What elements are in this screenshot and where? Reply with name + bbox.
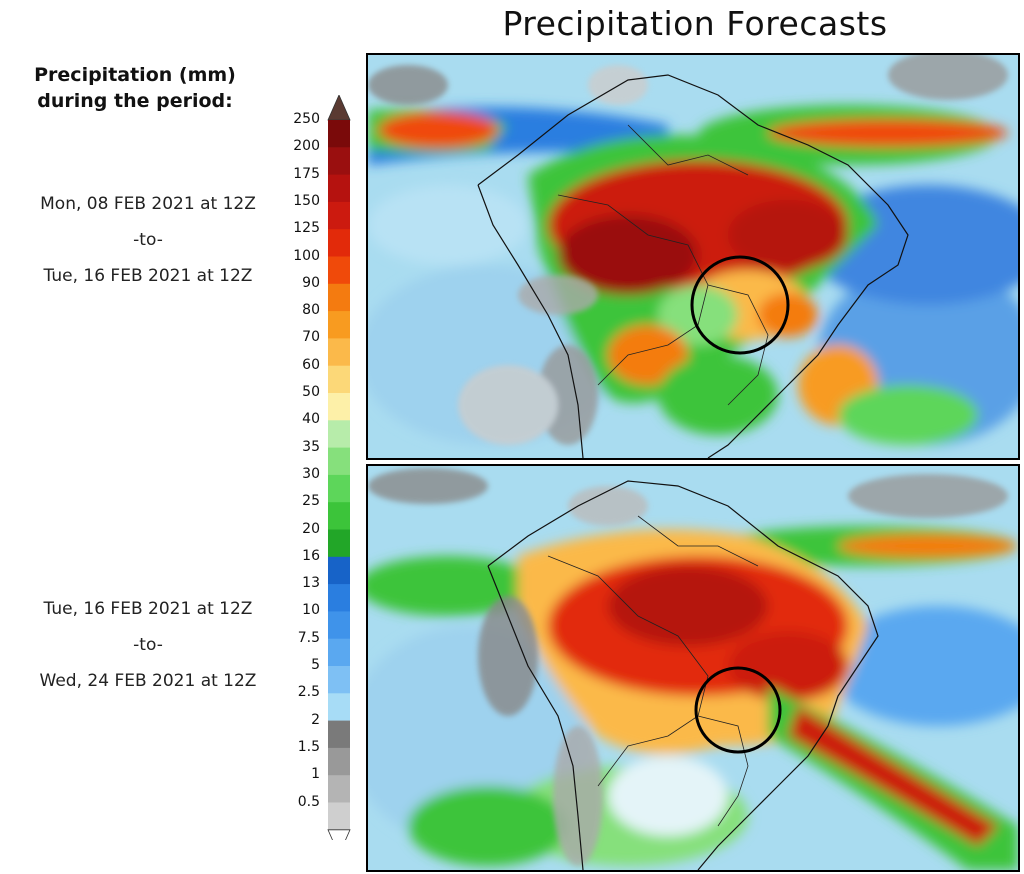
scale-label-5: 125 bbox=[293, 220, 320, 237]
scale-swatch-1 bbox=[328, 120, 350, 148]
scale-swatch-19 bbox=[328, 611, 350, 640]
scale-swatch-11 bbox=[328, 393, 350, 421]
scale-bottom-cap bbox=[327, 829, 351, 840]
period-2-end: Wed, 24 FEB 2021 at 12Z bbox=[39, 671, 257, 691]
period-1-label: Mon, 08 FEB 2021 at 12Z -to- Tue, 16 FEB… bbox=[0, 186, 296, 294]
scale-swatch-23 bbox=[328, 720, 350, 749]
scale-swatch-21 bbox=[328, 666, 350, 694]
scale-swatch-17 bbox=[328, 556, 350, 585]
scale-label-24: 1.5 bbox=[297, 738, 320, 755]
period-2-start: Tue, 16 FEB 2021 at 12Z bbox=[43, 599, 253, 619]
scale-label-16: 20 bbox=[302, 520, 320, 537]
scale-swatch-25 bbox=[328, 775, 350, 803]
scale-swatch-8 bbox=[328, 311, 350, 339]
scale-label-19: 10 bbox=[302, 602, 320, 619]
scale-label-23: 2 bbox=[311, 711, 320, 728]
scale-label-18: 13 bbox=[302, 575, 320, 592]
scale-label-14: 30 bbox=[302, 465, 320, 482]
scale-label-20: 7.5 bbox=[297, 629, 320, 646]
scale-label-21: 5 bbox=[311, 657, 320, 673]
scale-swatch-16 bbox=[328, 529, 350, 558]
scale-label-26: 0.5 bbox=[297, 793, 320, 810]
scale-swatch-5 bbox=[328, 229, 350, 257]
scale-swatch-20 bbox=[328, 638, 350, 667]
scale-swatch-14 bbox=[328, 474, 350, 503]
scale-label-3: 175 bbox=[293, 165, 320, 182]
legend-title-line2: during the period: bbox=[37, 90, 233, 112]
scale-label-9: 70 bbox=[302, 329, 320, 346]
scale-swatch-22 bbox=[328, 693, 350, 722]
period-2-label: Tue, 16 FEB 2021 at 12Z -to- Wed, 24 FEB… bbox=[0, 591, 296, 699]
scale-top-cap bbox=[327, 95, 351, 121]
scale-label-7: 90 bbox=[302, 274, 320, 291]
scale-swatch-4 bbox=[328, 201, 350, 230]
scale-swatch-15 bbox=[328, 502, 350, 530]
scale-label-17: 16 bbox=[302, 547, 320, 564]
scale-label-10: 60 bbox=[302, 356, 320, 373]
scale-label-22: 2.5 bbox=[297, 684, 320, 701]
scale-label-6: 100 bbox=[293, 247, 320, 264]
scale-label-12: 40 bbox=[302, 411, 320, 428]
highlight-circle-2 bbox=[694, 666, 782, 754]
scale-label-13: 35 bbox=[302, 438, 320, 455]
period-1-separator: -to- bbox=[133, 230, 163, 250]
page-title: Precipitation Forecasts bbox=[502, 4, 888, 43]
scale-label-25: 1 bbox=[311, 766, 320, 783]
period-1-start: Mon, 08 FEB 2021 at 12Z bbox=[40, 194, 256, 214]
forecast-map-period-1 bbox=[366, 53, 1020, 460]
scale-swatch-2 bbox=[328, 147, 350, 176]
scale-swatch-24 bbox=[328, 747, 350, 776]
forecast-map-period-2 bbox=[366, 464, 1020, 872]
scale-swatch-12 bbox=[328, 420, 350, 449]
scale-label-8: 80 bbox=[302, 302, 320, 319]
scale-swatch-10 bbox=[328, 365, 350, 394]
scale-swatch-7 bbox=[328, 283, 350, 312]
scale-label-11: 50 bbox=[302, 384, 320, 400]
scale-swatch-18 bbox=[328, 584, 350, 612]
scale-swatch-13 bbox=[328, 447, 350, 476]
scale-swatch-26 bbox=[328, 802, 350, 831]
color-scale-bar bbox=[327, 95, 351, 840]
scale-label-4: 150 bbox=[293, 192, 320, 209]
legend-title: Precipitation (mm) during the period: bbox=[10, 62, 260, 114]
scale-label-1: 250 bbox=[293, 111, 320, 127]
period-1-end: Tue, 16 FEB 2021 at 12Z bbox=[43, 266, 253, 286]
scale-label-2: 200 bbox=[293, 138, 320, 155]
scale-swatch-3 bbox=[328, 174, 350, 203]
highlight-circle-1 bbox=[690, 255, 790, 355]
period-2-separator: -to- bbox=[133, 635, 163, 655]
scale-label-15: 25 bbox=[302, 493, 320, 510]
legend-title-line1: Precipitation (mm) bbox=[34, 64, 236, 86]
scale-swatch-9 bbox=[328, 338, 350, 367]
scale-swatch-6 bbox=[328, 256, 350, 285]
